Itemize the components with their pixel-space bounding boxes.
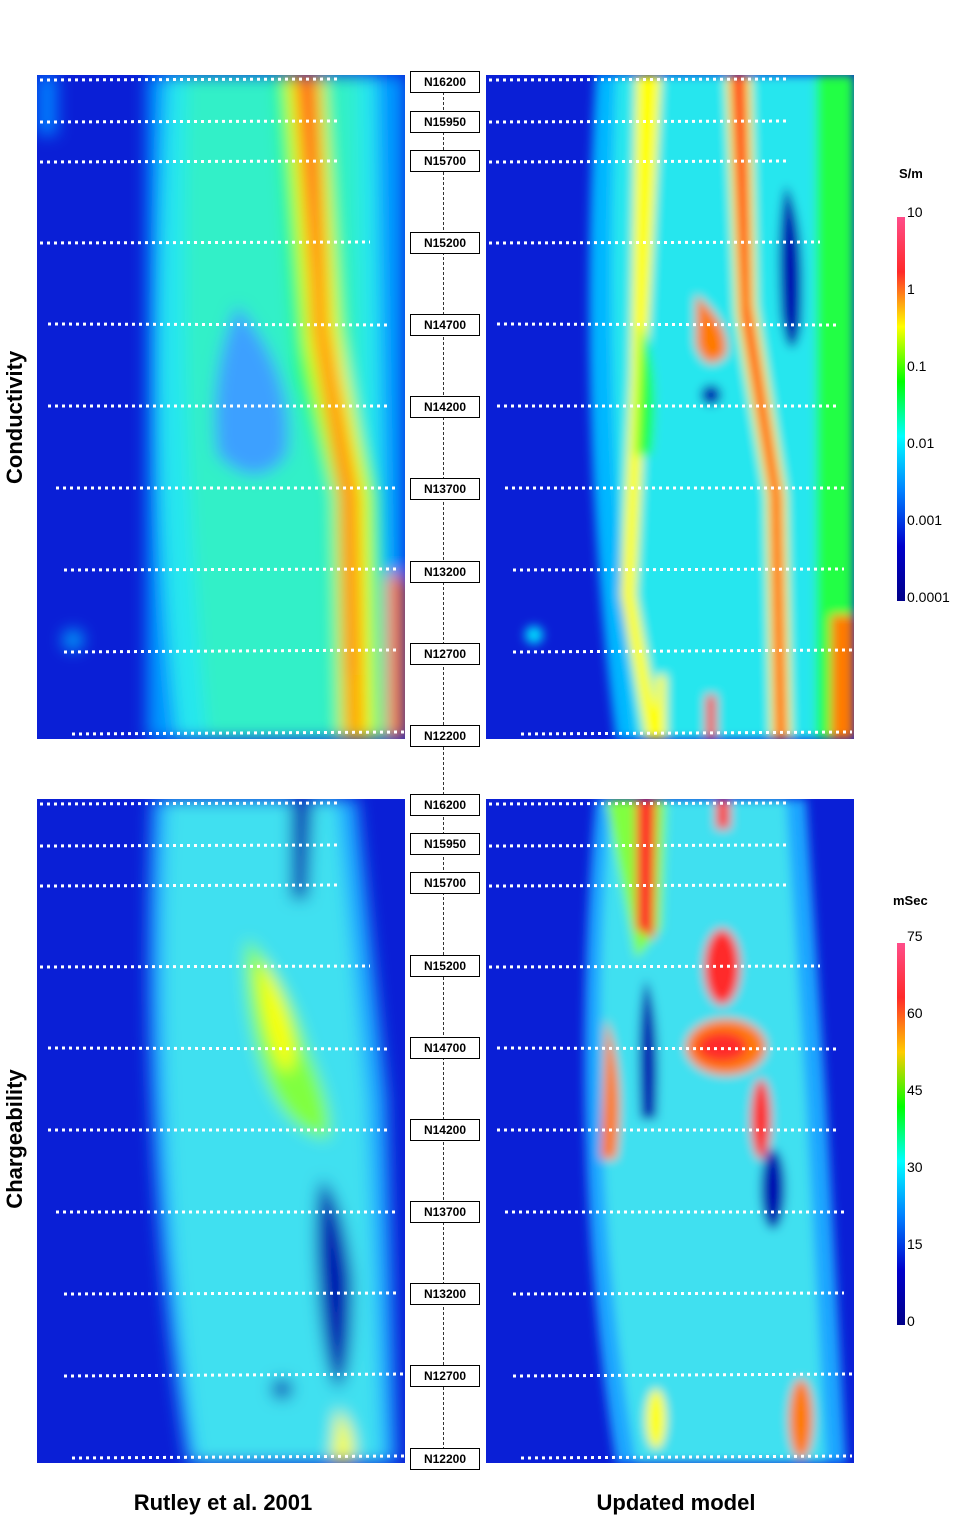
column-label-rutley: Rutley et al. 2001 bbox=[133, 1490, 313, 1515]
line-label: N15950 bbox=[410, 833, 480, 855]
conductivity-tick: 1 bbox=[907, 281, 915, 297]
conductivity-colorbar bbox=[897, 217, 905, 601]
line-label: N16200 bbox=[410, 794, 480, 816]
line-label: N12200 bbox=[410, 1448, 480, 1470]
line-label: N15200 bbox=[410, 232, 480, 254]
line-label: N13200 bbox=[410, 561, 480, 583]
chargeability-colorbar-unit: mSec bbox=[893, 893, 928, 908]
line-label: N14200 bbox=[410, 396, 480, 418]
conductivity-tick: 0.001 bbox=[907, 512, 943, 528]
chargeability-tick: 75 bbox=[907, 928, 923, 944]
conductivity-tick: 0.0001 bbox=[907, 589, 950, 605]
line-label: N13700 bbox=[410, 478, 480, 500]
chargeability-tick: 45 bbox=[907, 1082, 923, 1098]
conductivity-tick: 0.01 bbox=[907, 435, 935, 451]
column-label-updated: Updated model bbox=[596, 1490, 756, 1515]
chargeability-colorbar bbox=[897, 943, 905, 1325]
line-label: N14200 bbox=[410, 1119, 480, 1141]
conductivity-tick: 10 bbox=[907, 204, 923, 220]
chargeability-tick: 0 bbox=[907, 1313, 915, 1329]
line-label: N14700 bbox=[410, 314, 480, 336]
chargeability-tick: 30 bbox=[907, 1159, 923, 1175]
line-label: N15950 bbox=[410, 111, 480, 133]
line-label: N12700 bbox=[410, 1365, 480, 1387]
line-label: N15700 bbox=[410, 150, 480, 172]
line-label: N16200 bbox=[410, 71, 480, 93]
center-dashed-axis bbox=[443, 82, 444, 1460]
line-label: N15200 bbox=[410, 955, 480, 977]
chargeability-tick: 60 bbox=[907, 1005, 923, 1021]
conductivity-colorbar-unit: S/m bbox=[899, 166, 923, 181]
line-label: N12700 bbox=[410, 643, 480, 665]
line-label: N15700 bbox=[410, 872, 480, 894]
line-label: N13700 bbox=[410, 1201, 480, 1223]
line-label: N12200 bbox=[410, 725, 480, 747]
line-label: N13200 bbox=[410, 1283, 480, 1305]
line-label: N14700 bbox=[410, 1037, 480, 1059]
chargeability-tick: 15 bbox=[907, 1236, 923, 1252]
conductivity-tick: 0.1 bbox=[907, 358, 927, 374]
